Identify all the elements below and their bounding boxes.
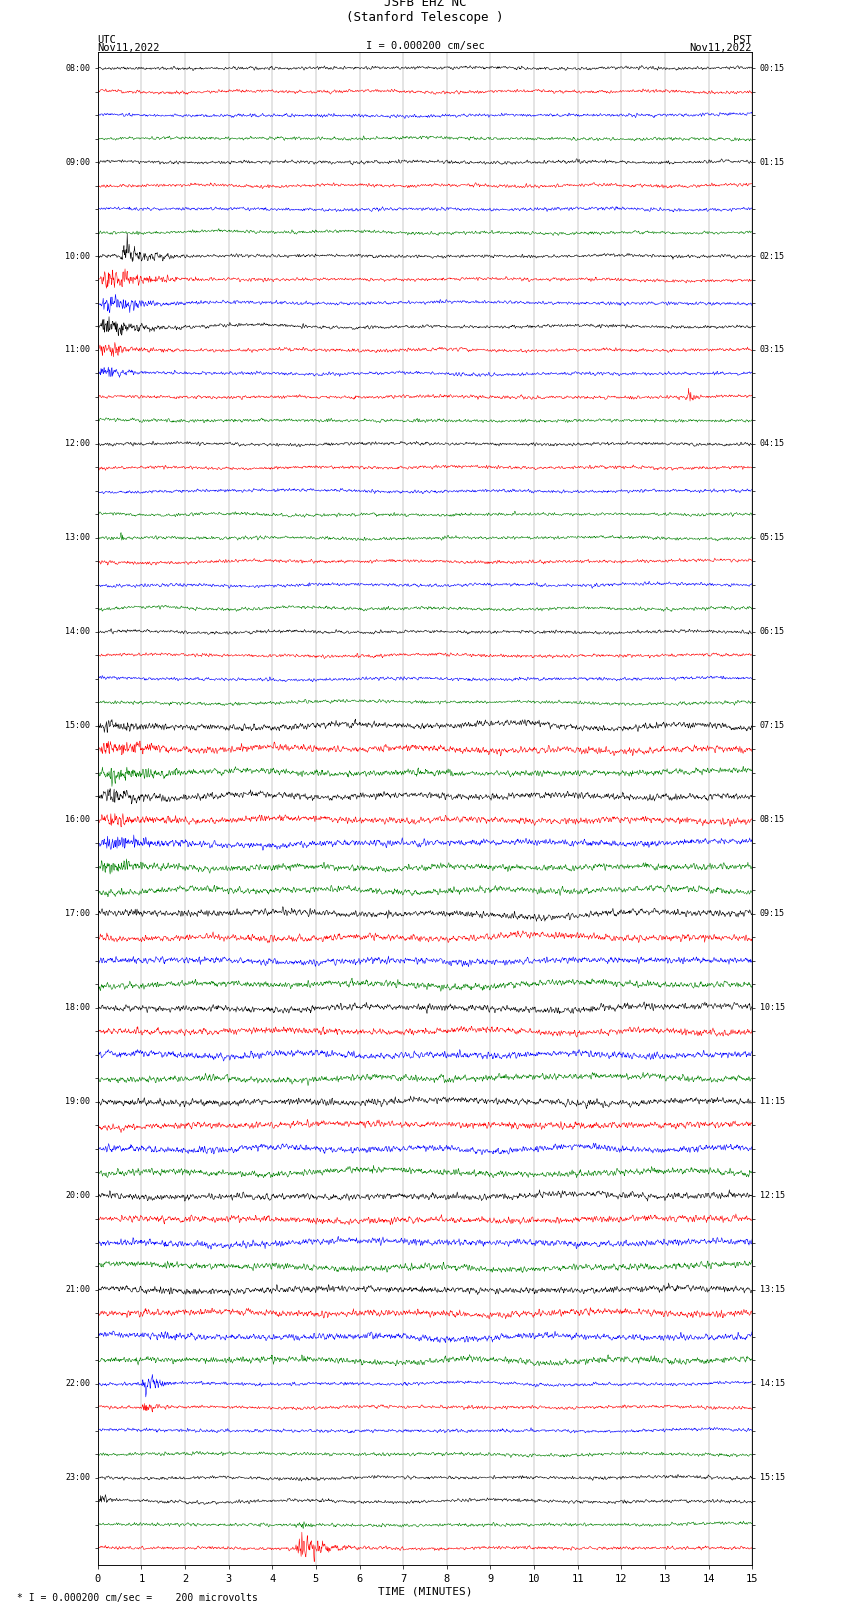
Text: PST: PST [734, 35, 752, 45]
Text: * I = 0.000200 cm/sec =    200 microvolts: * I = 0.000200 cm/sec = 200 microvolts [17, 1594, 258, 1603]
X-axis label: TIME (MINUTES): TIME (MINUTES) [377, 1587, 473, 1597]
Text: Nov11,2022: Nov11,2022 [98, 44, 161, 53]
Text: UTC: UTC [98, 35, 116, 45]
Title: JSFB EHZ NC
(Stanford Telescope ): JSFB EHZ NC (Stanford Telescope ) [346, 0, 504, 24]
Text: I = 0.000200 cm/sec: I = 0.000200 cm/sec [366, 40, 484, 52]
Text: Nov11,2022: Nov11,2022 [689, 44, 752, 53]
